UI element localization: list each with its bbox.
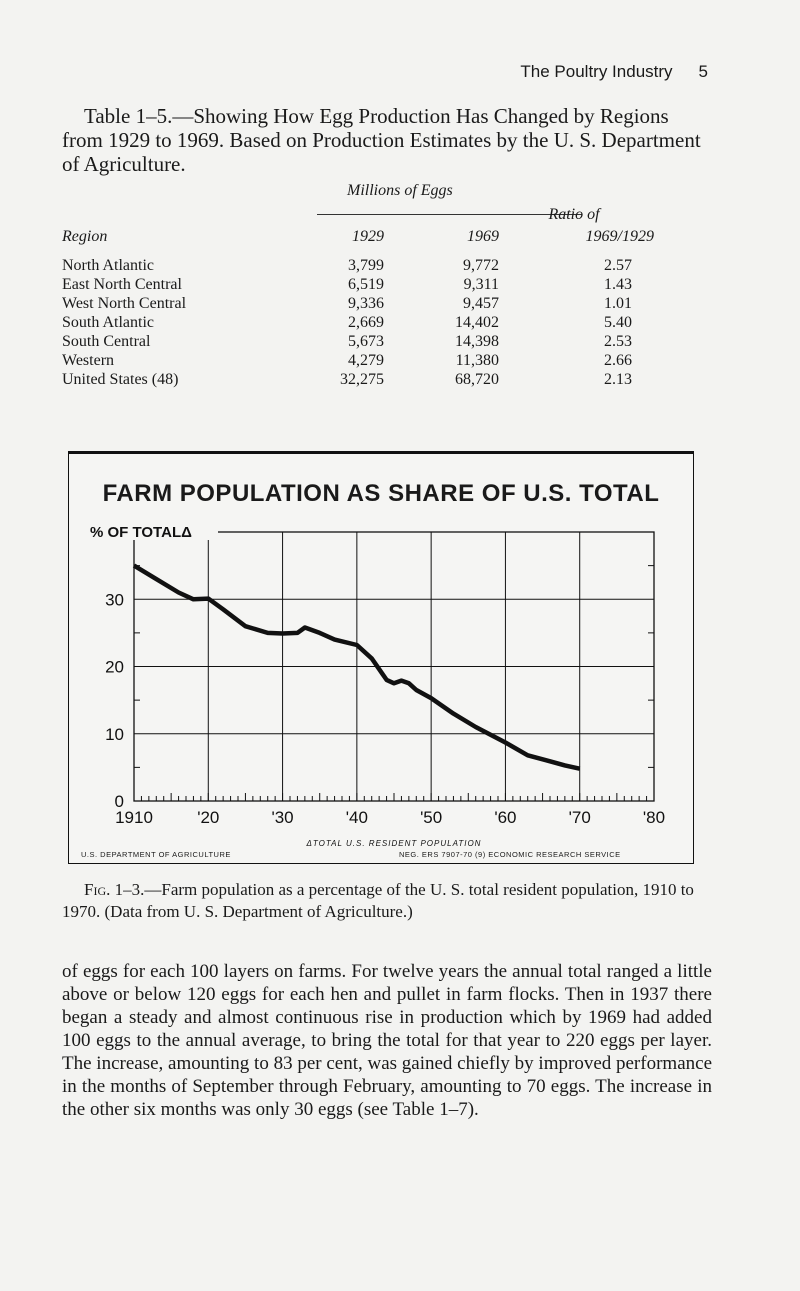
cell-ratio: 5.40 — [604, 314, 632, 331]
table-row: South Atlantic 2,669 14,402 5.40 — [62, 314, 722, 332]
x-tick-label: '60 — [494, 808, 516, 827]
running-head-title: The Poultry Industry — [520, 62, 673, 81]
figure-label: Fig. 1–3. — [84, 880, 145, 899]
header-1969: 1969 — [467, 228, 499, 245]
x-tick-label: '20 — [197, 808, 219, 827]
table-row: South Central 5,673 14,398 2.53 — [62, 333, 722, 351]
cell-1929: 4,279 — [348, 352, 384, 369]
cell-ratio: 2.53 — [604, 333, 632, 350]
cell-region: East North Central — [62, 276, 182, 293]
y-tick-label: 20 — [105, 658, 124, 677]
table-row: Western 4,279 11,380 2.66 — [62, 352, 722, 370]
cell-1929: 2,669 — [348, 314, 384, 331]
cell-region: South Central — [62, 333, 151, 350]
cell-region: West North Central — [62, 295, 187, 312]
cell-1969: 9,457 — [463, 295, 499, 312]
x-tick-label: 1910 — [115, 808, 153, 827]
ratio-header-line2: 1969/1929 — [585, 228, 654, 245]
figure-caption-text: —Farm population as a percentage of the … — [62, 880, 694, 921]
unit-rule — [317, 214, 582, 215]
cell-region: United States (48) — [62, 371, 179, 388]
body-paragraph: of eggs for each 100 layers on farms. Fo… — [62, 961, 712, 1120]
cell-1969: 11,380 — [455, 352, 499, 369]
x-tick-label: '70 — [569, 808, 591, 827]
ratio-header-line1: Ratio of — [548, 206, 600, 223]
x-tick-label: '40 — [346, 808, 368, 827]
cell-1929: 5,673 — [348, 333, 384, 350]
y-tick-label: 10 — [105, 725, 124, 744]
page-number: 5 — [698, 62, 708, 81]
table-row: East North Central 6,519 9,311 1.43 — [62, 276, 722, 294]
cell-1969: 68,720 — [455, 371, 499, 388]
cell-ratio: 2.57 — [604, 257, 632, 274]
cell-region: South Atlantic — [62, 314, 154, 331]
x-tick-label: '50 — [420, 808, 442, 827]
cell-region: Western — [62, 352, 115, 369]
y-tick-label: 0 — [115, 792, 124, 811]
cell-ratio: 1.01 — [604, 295, 632, 312]
cell-ratio: 1.43 — [604, 276, 632, 293]
cell-ratio: 2.13 — [604, 371, 632, 388]
cell-ratio: 2.66 — [604, 352, 632, 369]
table-row: United States (48) 32,275 68,720 2.13 — [62, 371, 722, 389]
figure-caption: Fig. 1–3.—Farm population as a percentag… — [62, 879, 712, 923]
cell-1929: 6,519 — [348, 276, 384, 293]
cell-region: North Atlantic — [62, 257, 154, 274]
source-ers: NEG. ERS 7907-70 (9) ECONOMIC RESEARCH S… — [399, 850, 621, 859]
cell-1969: 9,772 — [463, 257, 499, 274]
header-1929: 1929 — [352, 228, 384, 245]
y-axis-label-background — [88, 520, 218, 540]
cell-1969: 14,398 — [455, 333, 499, 350]
cell-1929: 32,275 — [340, 371, 384, 388]
chart-title: FARM POPULATION AS SHARE OF U.S. TOTAL — [102, 480, 660, 507]
cell-1929: 3,799 — [348, 257, 384, 274]
farm-population-chart: 1910 '20 '30 '40 '50 '60 '70 '80 0 10 20 30 % OF TOT… — [88, 520, 665, 848]
region-header: Region — [62, 228, 108, 245]
y-axis-label: % OF TOTALΔ — [90, 524, 192, 541]
y-tick-label: 30 — [105, 590, 124, 609]
table-row: West North Central 9,336 9,457 1.01 — [62, 295, 722, 313]
series-line-farm-population — [132, 563, 581, 771]
chart-footnote: ΔTOTAL U.S. RESIDENT POPULATION — [306, 839, 482, 848]
x-tick-label: '80 — [643, 808, 665, 827]
x-tick-label: '30 — [271, 808, 293, 827]
table-row: North Atlantic 3,799 9,772 2.57 — [62, 257, 722, 275]
table-caption: Table 1–5.—Showing How Egg Production Ha… — [62, 104, 701, 176]
cell-1969: 14,402 — [455, 314, 499, 331]
running-head: The Poultry Industry 5 — [520, 62, 708, 82]
source-usda: U.S. DEPARTMENT OF AGRICULTURE — [81, 850, 231, 859]
unit-header: Millions of Eggs — [347, 182, 453, 199]
cell-1929: 9,336 — [348, 295, 384, 312]
figure-farm-population: FARM POPULATION AS SHARE OF U.S. TOTAL 1… — [68, 451, 694, 864]
cell-1969: 9,311 — [463, 276, 499, 293]
